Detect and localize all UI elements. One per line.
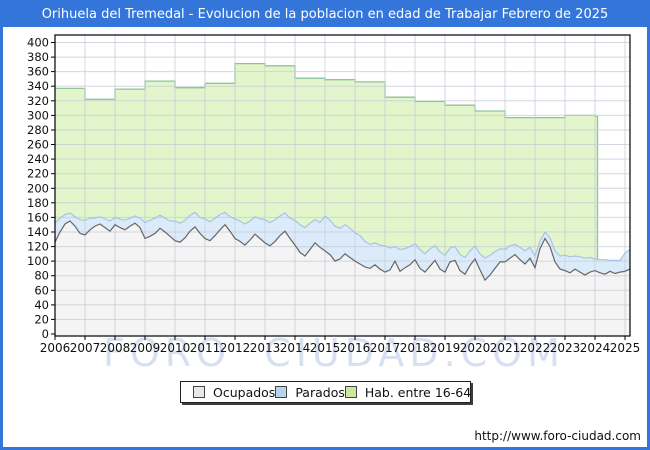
y-tick-label: 220 — [27, 167, 49, 181]
y-tick-label: 120 — [27, 240, 49, 254]
chart-canvas: 2006 2007 2008 2009 2010 2011 2012 2013 2014 2015… — [3, 3, 647, 447]
legend-item-ocupados: Ocupados — [193, 385, 275, 400]
y-tick-label: 160 — [27, 210, 49, 224]
line-parados — [54, 211, 631, 261]
y-tick-label: 340 — [27, 79, 49, 93]
legend-item-hab: Hab. entre 16-64 — [344, 384, 472, 400]
watermark: FORO CIUDAD.COM — [103, 331, 565, 375]
x-tick-label: 2025 — [610, 341, 641, 355]
y-tick-label: 300 — [27, 108, 49, 122]
x-tick-label: 2023 — [550, 341, 581, 355]
axis-ticks — [51, 42, 626, 340]
x-tick-label: 2013 — [250, 341, 281, 355]
y-tick-label: 320 — [27, 94, 49, 108]
y-tick-label: 100 — [27, 254, 49, 268]
legend-swatch-parados — [275, 386, 288, 398]
legend-label-parados: Parados — [295, 384, 345, 400]
page-title: Orihuela del Tremedal - Evolucion de la … — [41, 7, 609, 22]
area-ocupados — [55, 221, 630, 336]
y-tick-label: 400 — [27, 36, 49, 50]
y-tick-label: 180 — [27, 196, 49, 210]
x-tick-label: 2019 — [430, 341, 461, 355]
legend: Ocupados Parados Hab. entre 16-64 — [180, 381, 471, 403]
y-tick-label: 380 — [27, 50, 49, 64]
x-tick-label: 2009 — [130, 341, 161, 355]
x-tick-label: 2011 — [190, 341, 221, 355]
x-tick-label: 2014 — [280, 341, 311, 355]
x-tick-label: 2024 — [580, 341, 611, 355]
y-tick-label: 360 — [27, 65, 49, 79]
y-tick-label: 260 — [27, 138, 49, 152]
legend-label-ocupados: Ocupados — [213, 384, 276, 400]
x-tick-label: 2007 — [70, 341, 101, 355]
y-tick-label: 80 — [34, 269, 49, 283]
legend-swatch-hab — [344, 386, 357, 398]
x-tick-label: 2010 — [160, 341, 191, 355]
y-tick-label: 280 — [27, 123, 49, 137]
y-tick-label: 40 — [34, 298, 49, 312]
footer-link[interactable]: http://www.foro-ciudad.com — [474, 429, 641, 443]
y-tick-label: 240 — [27, 152, 49, 166]
x-tick-label: 2018 — [400, 341, 431, 355]
y-tick-label: 0 — [42, 327, 49, 341]
x-tick-label: 2012 — [220, 341, 251, 355]
plot-border — [54, 34, 631, 337]
legend-item-parados: Parados — [275, 385, 345, 400]
legend-swatch-ocupados — [193, 386, 205, 398]
x-tick-label: 2015 — [310, 341, 341, 355]
gridlines — [55, 35, 630, 336]
y-tick-label: 200 — [27, 181, 49, 195]
legend-label-hab: Hab. entre 16-64 — [364, 384, 472, 400]
line-ocupados — [54, 220, 631, 282]
x-tick-label: 2016 — [340, 341, 371, 355]
x-tick-label: 2017 — [370, 341, 401, 355]
y-tick-label: 60 — [34, 283, 49, 297]
line-hab-16-64 — [55, 62, 599, 336]
x-tick-label: 2022 — [520, 341, 551, 355]
x-tick-label: 2008 — [100, 341, 131, 355]
x-tick-label: 2021 — [490, 341, 521, 355]
y-tick-label: 20 — [34, 312, 49, 326]
x-tick-label: 2020 — [460, 341, 491, 355]
y-tick-label: 140 — [27, 225, 49, 239]
x-tick-label: 2006 — [40, 341, 71, 355]
title-bar: Orihuela del Tremedal - Evolucion de la … — [3, 3, 647, 27]
